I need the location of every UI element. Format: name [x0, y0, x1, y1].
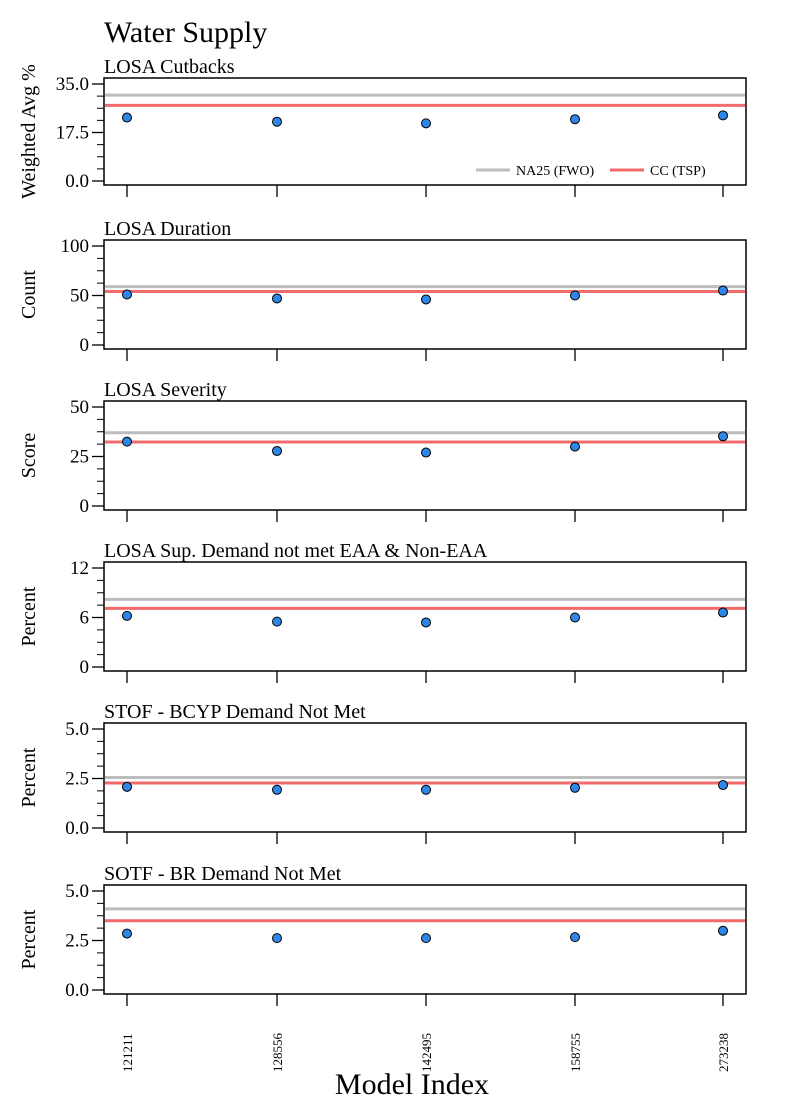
legend: NA25 (FWO) CC (TSP): [476, 164, 706, 179]
x-tick-labels: 121211 128556 142495 158755 273238: [120, 1033, 731, 1073]
data-point: [718, 110, 728, 121]
data-point: [570, 114, 580, 125]
y-tick-label: 35.0: [56, 74, 89, 95]
panel-2: LOSA Duration Count 0 50 100: [18, 218, 747, 361]
data-point: [570, 441, 580, 452]
y-axis-label: Weighted Avg %: [18, 64, 40, 199]
plot-frame: [103, 722, 747, 833]
y-axis-label: Count: [18, 270, 40, 319]
panel-title: SOTF - BR Demand Not Met: [104, 863, 342, 885]
y-tick-label: 50: [70, 286, 89, 307]
x-tick-label: 158755: [568, 1033, 583, 1072]
data-point: [570, 782, 580, 793]
panel-title: LOSA Duration: [104, 218, 231, 240]
y-tick-label: 50: [70, 397, 89, 418]
data-point: [421, 784, 431, 795]
y-tick-label: 2.5: [65, 769, 89, 790]
y-tick-label: 0.0: [65, 818, 89, 839]
x-tick-label: 142495: [419, 1033, 434, 1072]
panel-title: LOSA Cutbacks: [104, 56, 235, 78]
y-axis-label: Percent: [18, 909, 40, 969]
data-point: [570, 932, 580, 943]
y-axis-label: Percent: [18, 747, 40, 807]
plot-frame: [103, 561, 747, 672]
data-point: [122, 928, 132, 939]
y-tick-label: 0.0: [65, 980, 89, 1001]
panel-4: LOSA Sup. Demand not met EAA & Non-EAA Pe…: [18, 540, 747, 683]
x-tick-label: 128556: [270, 1033, 285, 1073]
data-point: [272, 445, 282, 456]
panels-group: LOSA Cutbacks Weighted Avg % 0.0 17.5 35.0 NA…: [18, 56, 747, 1073]
legend-label-tsp: CC (TSP): [650, 164, 706, 179]
figure-title: Water Supply: [104, 16, 267, 49]
plot-frame: [103, 884, 747, 995]
panel-6: SOTF - BR Demand Not Met Percent 0.0 2.5 5.0: [18, 863, 747, 1006]
data-point: [421, 447, 431, 458]
y-tick-label: 0: [80, 657, 90, 678]
data-point: [421, 294, 431, 305]
panel-title: LOSA Sup. Demand not met EAA & Non-EAA: [104, 540, 488, 562]
data-point: [718, 607, 728, 618]
panel-3: LOSA Severity Score 0 25 50: [18, 379, 747, 522]
panel-5: STOF - BCYP Demand Not Met Percent 0.0 2.5 5…: [18, 701, 747, 844]
y-tick-label: 0.0: [65, 171, 89, 192]
data-point: [122, 781, 132, 792]
data-point: [421, 118, 431, 129]
y-tick-label: 100: [61, 236, 90, 257]
data-point: [122, 610, 132, 621]
x-tick-label: 121211: [120, 1033, 135, 1072]
data-point: [718, 431, 728, 442]
panel-1: LOSA Cutbacks Weighted Avg % 0.0 17.5 35.0 NA…: [18, 56, 747, 199]
data-point: [718, 285, 728, 296]
data-point: [272, 933, 282, 944]
y-axis-label: Percent: [18, 586, 40, 646]
data-point: [272, 784, 282, 795]
y-tick-label: 5.0: [65, 881, 89, 902]
plot-frame: [103, 400, 747, 511]
y-tick-label: 6: [80, 608, 90, 629]
y-axis-label: Score: [18, 433, 40, 479]
plot-frame: [103, 77, 747, 186]
y-tick-label: 2.5: [65, 931, 89, 952]
y-tick-label: 12: [70, 558, 89, 579]
y-tick-label: 25: [70, 447, 89, 468]
y-tick-label: 0: [80, 335, 90, 356]
x-axis-label: Model Index: [335, 1068, 489, 1100]
data-point: [718, 925, 728, 936]
data-point: [570, 612, 580, 623]
data-point: [421, 617, 431, 628]
y-tick-label: 17.5: [56, 123, 89, 144]
data-point: [718, 780, 728, 791]
data-point: [122, 436, 132, 447]
y-tick-label: 5.0: [65, 719, 89, 740]
panel-title: LOSA Severity: [104, 379, 227, 401]
data-point: [122, 112, 132, 123]
x-tick-label: 273238: [716, 1033, 731, 1072]
data-point: [272, 616, 282, 627]
data-point: [570, 290, 580, 301]
y-tick-label: 0: [80, 496, 90, 517]
data-point: [421, 933, 431, 944]
data-point: [272, 116, 282, 127]
plot-frame: [103, 239, 747, 350]
data-point: [272, 293, 282, 304]
data-point: [122, 289, 132, 300]
panel-title: STOF - BCYP Demand Not Met: [104, 701, 366, 723]
legend-label-fwo: NA25 (FWO): [516, 164, 594, 179]
